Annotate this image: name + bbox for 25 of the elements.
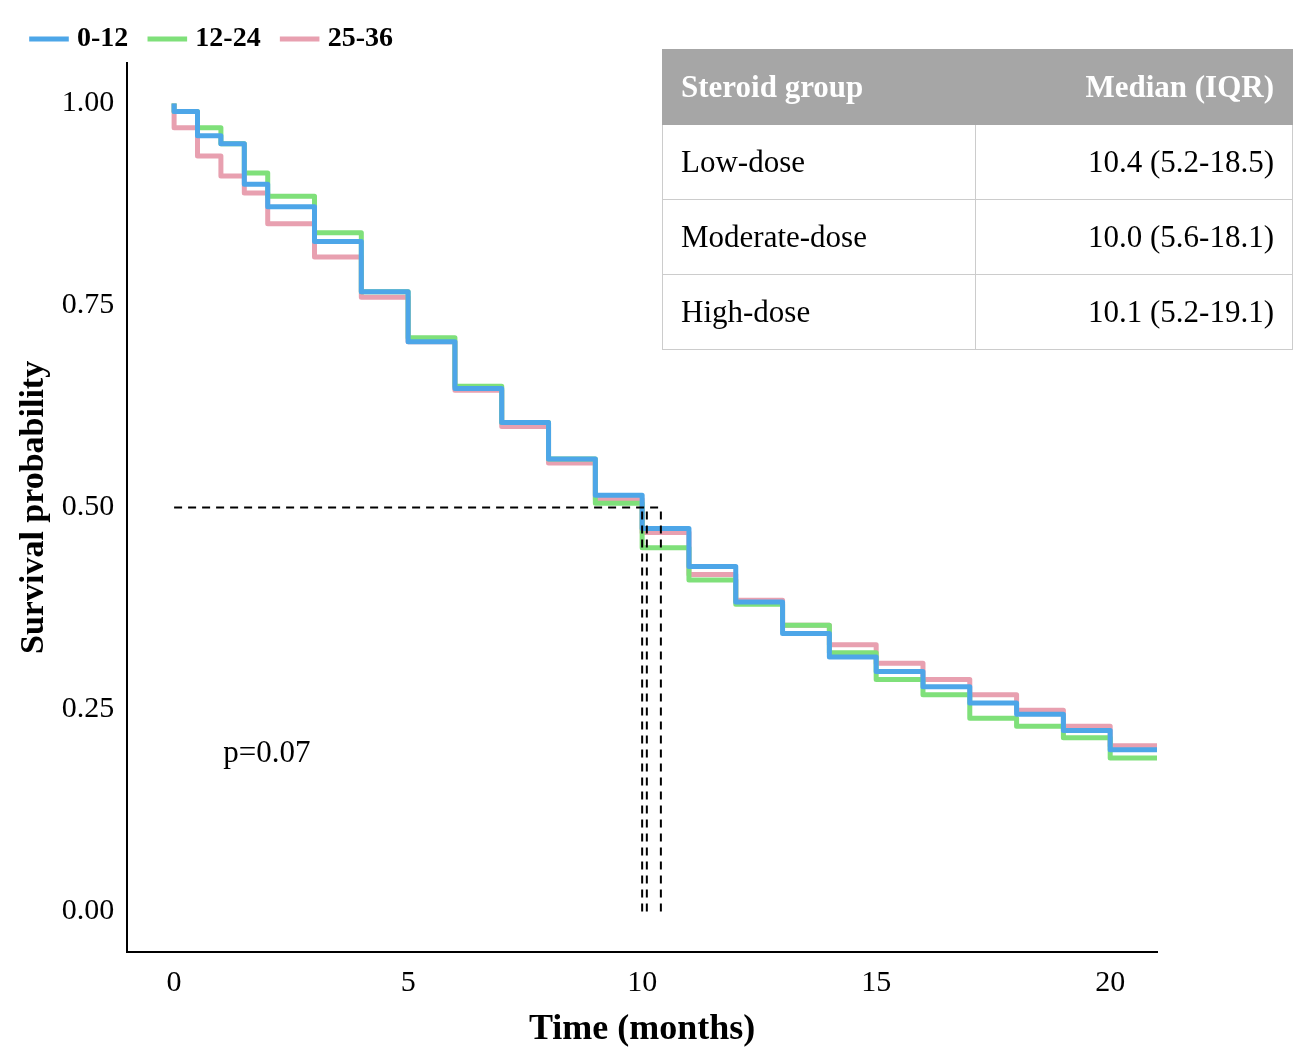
annotation: Low-dose xyxy=(662,124,976,200)
annotation: Steroid group xyxy=(662,49,976,125)
legend-label: 0-12 xyxy=(77,21,129,53)
annotation: Moderate-dose xyxy=(662,199,976,275)
annotation: 10.1 (5.2-19.1) xyxy=(975,274,1293,350)
legend-label: 25-36 xyxy=(327,21,393,53)
annotation: 10.0 (5.6-18.1) xyxy=(975,199,1293,275)
x-tick-label: 5 xyxy=(400,963,416,997)
x-axis-title: Time (months) xyxy=(528,1006,756,1047)
annotation: p=0.07 xyxy=(223,733,311,770)
y-axis-title: Survival probability xyxy=(13,360,51,654)
x-tick-label: 20 xyxy=(1095,963,1126,997)
legend-label: 12-24 xyxy=(195,21,261,53)
y-tick-label: 1.00 xyxy=(61,84,115,118)
annotation: Median (IQR) xyxy=(975,49,1293,125)
y-tick-label: 0.50 xyxy=(61,488,115,522)
x-tick-label: 0 xyxy=(166,963,182,997)
x-tick-label: 15 xyxy=(861,963,892,997)
annotation: 10.4 (5.2-18.5) xyxy=(975,124,1293,200)
x-tick-label: 10 xyxy=(627,963,658,997)
annotation: High-dose xyxy=(662,274,976,350)
y-tick-label: 0.75 xyxy=(61,286,115,320)
y-tick-label: 0.00 xyxy=(61,892,115,926)
y-tick-label: 0.25 xyxy=(61,690,115,724)
table-header: Steroid group Median (IQR) xyxy=(662,49,1293,125)
